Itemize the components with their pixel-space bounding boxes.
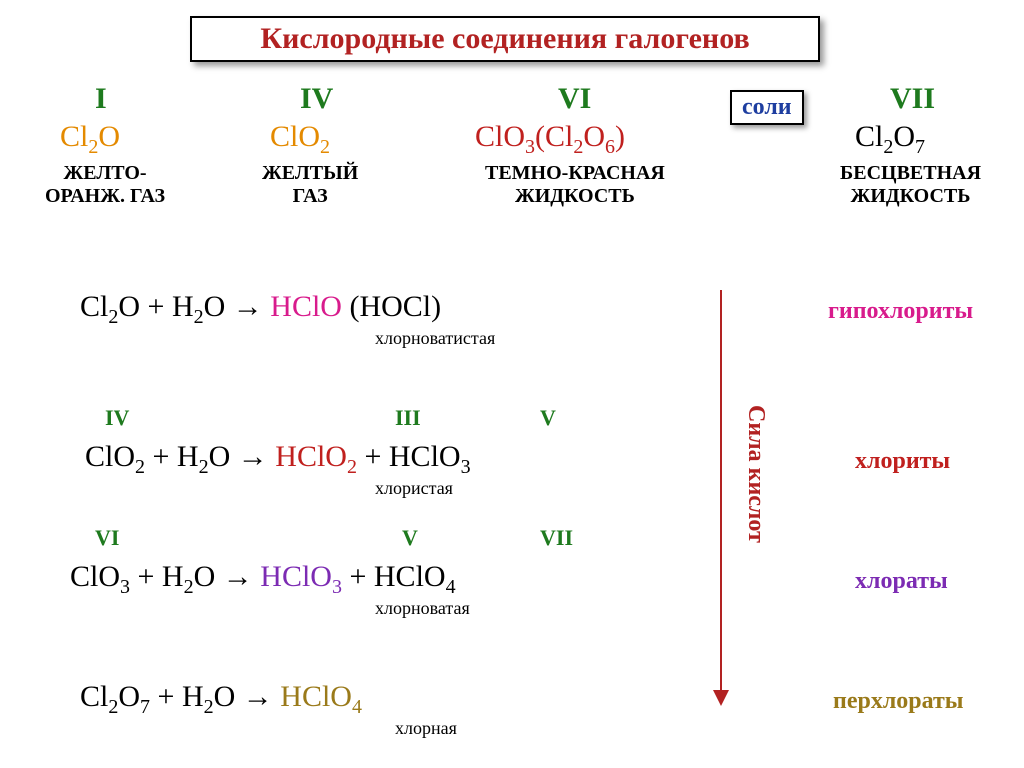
- salt-name: хлориты: [855, 448, 950, 475]
- soli-box: соли: [730, 90, 804, 125]
- title-text: Кислородные соединения галогенов: [260, 22, 749, 55]
- oxidation-state-roman: VII: [890, 82, 935, 116]
- reaction-equation: Cl2O7 + H2O → HClO4: [80, 680, 362, 719]
- oxide-description: Бесцветнаяжидкость: [840, 162, 981, 208]
- oxidation-state-roman: I: [95, 82, 107, 116]
- reaction-equation: ClO2 + H2O → HClO2 + HClO3: [85, 440, 471, 479]
- acid-strength-arrow-head: [713, 690, 729, 706]
- salt-name: хлораты: [855, 568, 948, 595]
- oxidation-state-roman: VI: [558, 82, 591, 116]
- acid-name-label: хлорноватая: [375, 598, 470, 619]
- oxidation-state-roman-small: V: [540, 405, 556, 431]
- acid-name-label: хлорноватистая: [375, 328, 495, 349]
- soli-text: соли: [742, 94, 792, 120]
- oxide-formula: Cl2O7: [855, 120, 925, 159]
- oxidation-state-roman-small: V: [402, 525, 418, 551]
- salt-name: гипохлориты: [828, 298, 973, 325]
- oxide-formula: ClO3(Cl2O6): [475, 120, 625, 159]
- acid-strength-arrow-line: [720, 290, 722, 690]
- acid-name-label: хлористая: [375, 478, 453, 499]
- acid-name-label: хлорная: [395, 718, 457, 739]
- oxidation-state-roman-small: VI: [95, 525, 119, 551]
- oxide-description: Темно-краснаяжидкость: [485, 162, 665, 208]
- oxide-formula: ClO2: [270, 120, 330, 159]
- oxidation-state-roman: IV: [300, 82, 333, 116]
- reaction-equation: ClO3 + H2O → HClO3 + HClO4: [70, 560, 456, 599]
- acid-strength-label: Сила кислот: [742, 405, 769, 543]
- oxide-formula: Cl2O: [60, 120, 120, 159]
- oxide-description: Желто-оранж. газ: [45, 162, 165, 208]
- salt-name: перхлораты: [833, 688, 964, 715]
- reaction-equation: Cl2O + H2O → HClO (HOCl): [80, 290, 441, 329]
- page-title: Кислородные соединения галогенов: [190, 16, 820, 62]
- oxidation-state-roman-small: VII: [540, 525, 573, 551]
- oxide-description: Желтыйгаз: [262, 162, 358, 208]
- oxidation-state-roman-small: III: [395, 405, 421, 431]
- oxidation-state-roman-small: IV: [105, 405, 129, 431]
